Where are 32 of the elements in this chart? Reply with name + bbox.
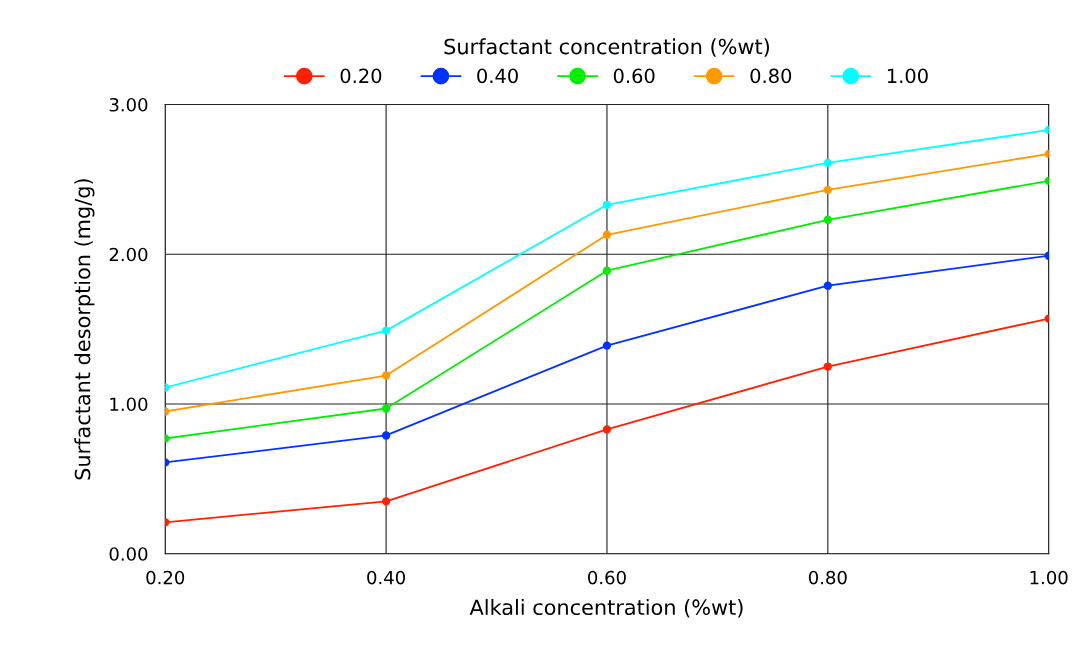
legend-label: 0.40	[477, 68, 518, 84]
point	[602, 425, 612, 434]
point	[602, 230, 612, 239]
legend-label: 0.80	[750, 68, 792, 84]
y-tick-label: 3.00	[109, 97, 148, 112]
y-tick-label: 1.00	[110, 397, 148, 412]
point	[381, 371, 391, 380]
point	[602, 341, 612, 350]
point	[381, 326, 391, 335]
x-tick-label: 1.00	[1030, 570, 1068, 585]
x-tick-label: 0.60	[588, 570, 626, 585]
x-tick-label: 0.40	[367, 570, 405, 585]
x-tick-label: 0.80	[808, 570, 847, 585]
point	[381, 431, 391, 440]
legend-label: 0.20	[340, 68, 382, 84]
legend-label: 1.00	[887, 68, 928, 84]
legend-label: 0.60	[613, 68, 655, 84]
x-tick-label: 0.20	[146, 570, 185, 585]
point	[602, 266, 612, 275]
y-tick-label: 2.00	[109, 247, 148, 262]
y-axis-title: Surfactant desorption (mg/g)	[74, 179, 95, 480]
point	[381, 497, 391, 506]
point	[381, 404, 391, 413]
y-tick-label: 0.00	[109, 547, 148, 561]
point	[823, 281, 832, 290]
point	[823, 158, 832, 168]
legend-title: Surfactant concentration (%wt)	[444, 38, 769, 57]
point	[602, 200, 612, 209]
point	[823, 185, 832, 195]
x-axis-title: Alkali concentration (%wt)	[469, 599, 743, 618]
point	[823, 215, 832, 224]
point	[823, 362, 832, 371]
